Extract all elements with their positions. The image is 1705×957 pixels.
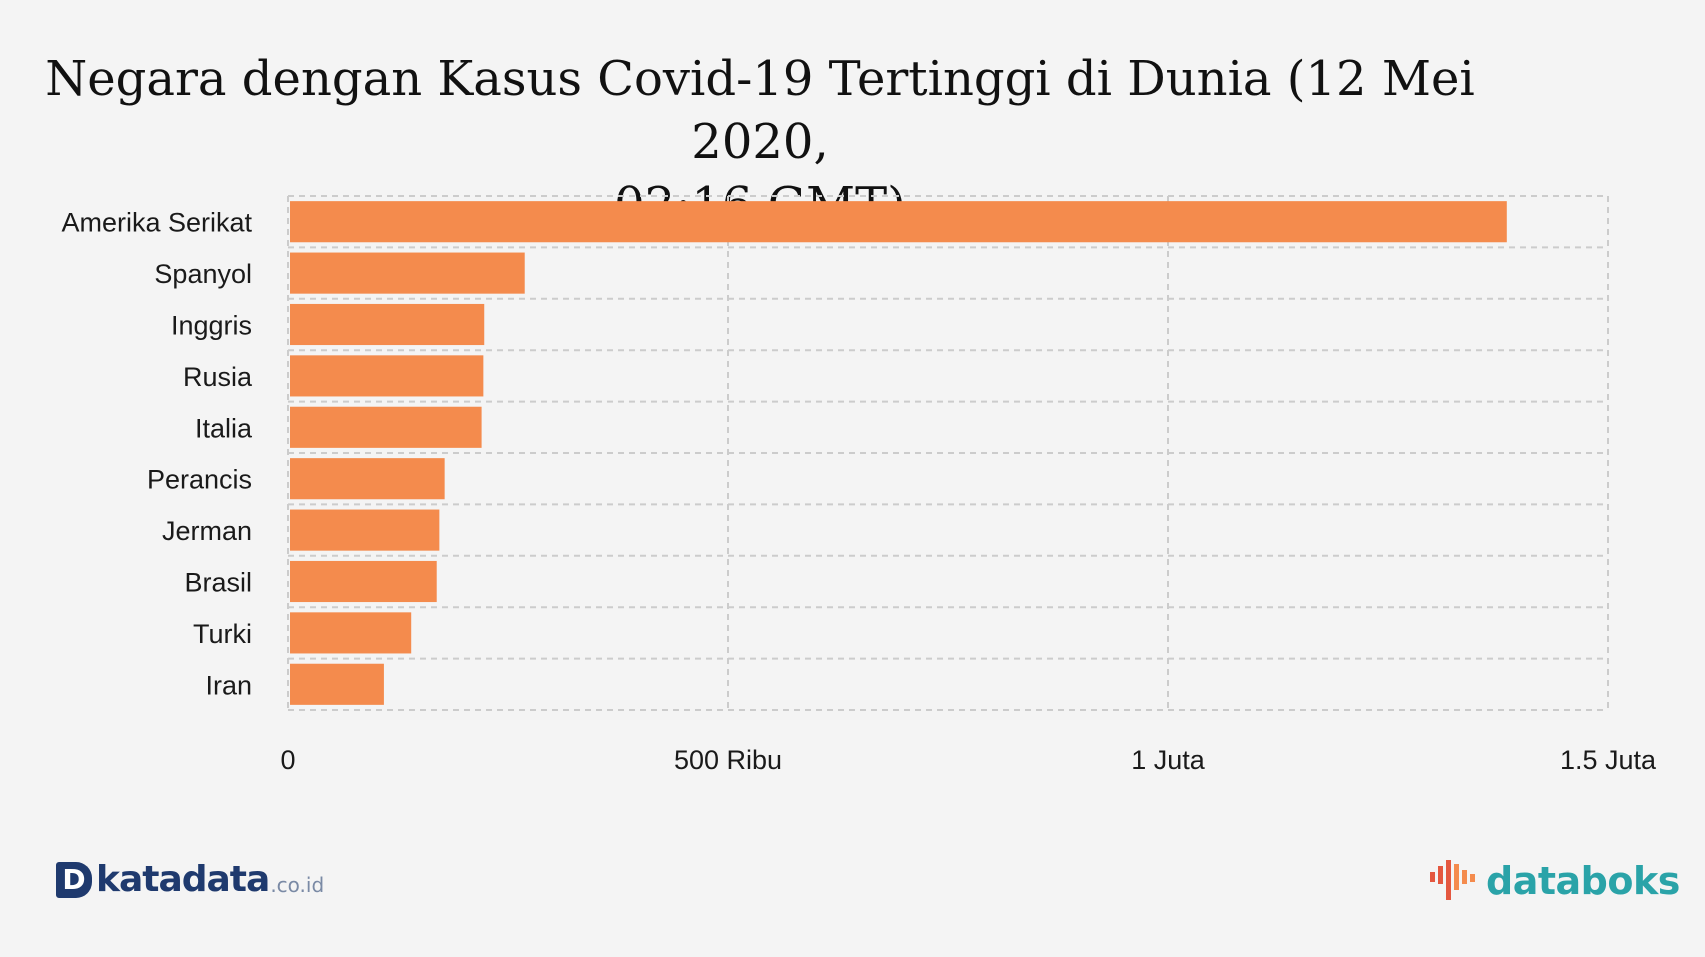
x-tick-label: 0 [280,745,295,775]
bar [290,458,445,500]
category-label: Inggris [171,311,252,341]
bar [290,355,484,397]
databoks-logo: databoks [1428,858,1680,904]
x-tick-label: 1.5 Juta [1560,745,1657,775]
katadata-mark-icon: D [56,862,92,898]
bar [290,509,440,551]
databoks-bars-icon [1430,860,1475,900]
category-label: Turki [193,619,252,649]
katadata-wordmark: katadata [96,859,270,900]
bar [290,406,482,448]
x-axis-tick-labels: 0 500 Ribu 1 Juta 1.5 Juta [280,745,1657,775]
x-tick-label: 1 Juta [1131,745,1206,775]
category-labels: Amerika Serikat Spanyol Inggris Rusia Italia… [61,208,253,701]
category-label: Italia [195,413,253,443]
bars-group [290,201,1507,705]
bar [290,201,1507,243]
category-label: Iran [205,670,252,700]
category-label: Jerman [162,516,252,546]
category-label: Spanyol [154,259,252,289]
bar [290,663,384,705]
bar [290,252,525,294]
bar [290,560,437,603]
bar [290,303,485,346]
bar [290,612,412,654]
category-label: Perancis [147,465,252,495]
category-label: Amerika Serikat [61,208,252,238]
chart-title: Negara dengan Kasus Covid-19 Tertinggi d… [40,48,1480,237]
x-tick-label: 500 Ribu [674,745,782,775]
katadata-domain-suffix: .co.id [270,873,325,897]
category-label: Rusia [183,362,253,392]
title-line-1: Negara dengan Kasus Covid-19 Tertinggi d… [45,51,1475,170]
databoks-wordmark: databoks [1486,859,1680,903]
bar-chart: Amerika Serikat Spanyol Inggris Rusia Italia… [61,195,1657,775]
category-label: Brasil [184,568,252,598]
chart-grid [287,195,1609,711]
katadata-logo: D katadata .co.id [56,862,324,898]
